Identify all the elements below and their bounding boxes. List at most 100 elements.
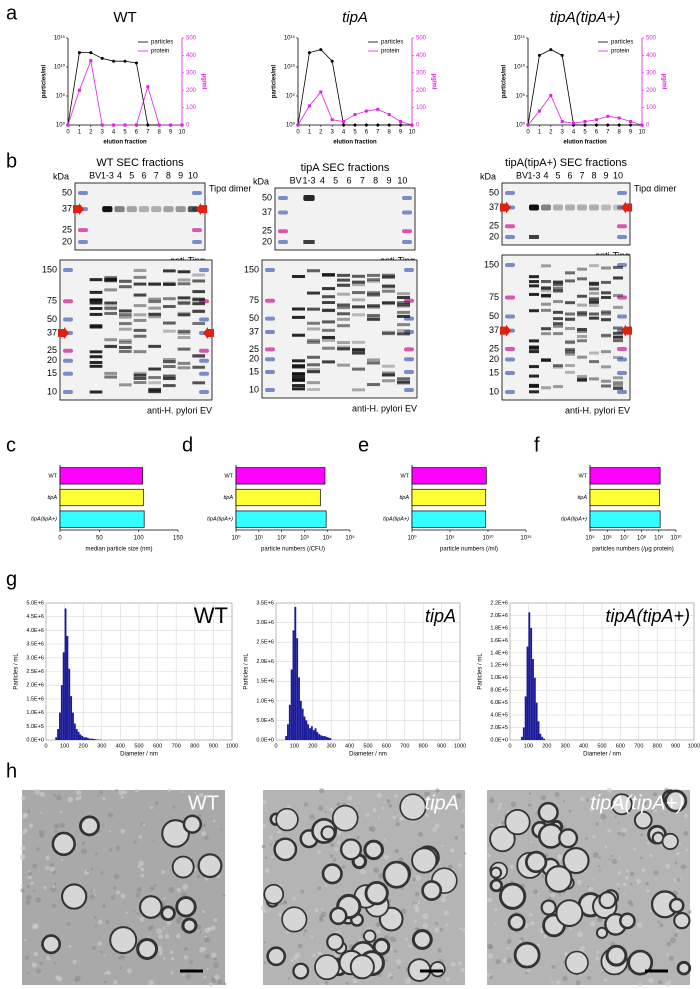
texture — [336, 840, 341, 845]
band — [292, 333, 305, 337]
band — [553, 317, 563, 321]
texture — [666, 953, 670, 957]
point — [594, 118, 598, 122]
marker-label: 25 — [489, 343, 499, 353]
band — [337, 283, 350, 287]
texture — [297, 943, 303, 949]
band — [148, 312, 161, 316]
texture — [74, 978, 78, 982]
band — [104, 311, 117, 315]
texture — [530, 840, 533, 844]
band — [337, 345, 350, 349]
vesicle — [382, 860, 411, 889]
band — [89, 355, 103, 359]
histogram-bar — [94, 739, 97, 740]
y2-tick-label: 300 — [646, 70, 657, 76]
texture — [39, 811, 42, 814]
texture — [121, 795, 124, 799]
texture — [554, 792, 560, 798]
texture — [665, 863, 671, 869]
band — [613, 326, 623, 330]
texture — [161, 870, 166, 875]
band — [352, 283, 365, 287]
texture — [263, 961, 267, 964]
texture — [156, 928, 162, 934]
texture — [324, 810, 327, 814]
texture — [376, 792, 382, 798]
band — [89, 350, 103, 354]
y2-tick-label: 300 — [186, 70, 197, 76]
texture — [207, 926, 212, 932]
texture — [396, 958, 402, 965]
texture — [277, 829, 282, 834]
band — [397, 332, 410, 336]
band — [367, 304, 380, 308]
ladder-band — [505, 191, 515, 195]
x-tick-label: 2 — [549, 130, 553, 136]
vesicle — [197, 853, 223, 879]
texture — [454, 835, 459, 840]
marker-label: 20 — [62, 236, 72, 246]
texture — [36, 968, 42, 974]
y-tick-label: 10¹⁵ — [54, 35, 66, 42]
band — [397, 296, 410, 300]
band — [307, 355, 320, 359]
band — [89, 306, 103, 310]
band — [565, 301, 575, 305]
y-axis-label: Particles / mL — [14, 653, 20, 690]
texture — [53, 793, 57, 797]
texture — [68, 944, 72, 948]
point — [157, 123, 161, 127]
texture — [653, 792, 658, 797]
texture — [490, 823, 494, 827]
band — [397, 301, 410, 305]
band — [553, 324, 563, 328]
texture — [463, 828, 466, 831]
texture — [26, 884, 30, 889]
texture — [182, 973, 185, 977]
marker-label: 20 — [489, 354, 499, 364]
x-tick-label: 150 — [173, 536, 184, 542]
point — [617, 123, 621, 127]
y2-tick-label: 0 — [416, 123, 420, 129]
texture — [550, 892, 556, 898]
texture — [52, 885, 55, 889]
texture — [25, 894, 32, 901]
texture — [668, 979, 672, 983]
texture — [154, 801, 159, 805]
legend-label: particles — [381, 40, 403, 46]
vesicle — [61, 883, 88, 910]
vesicle — [263, 883, 285, 905]
vesicle — [266, 946, 287, 967]
band — [577, 334, 587, 338]
band — [541, 302, 551, 306]
texture — [102, 797, 106, 801]
histogram-bar — [81, 735, 84, 740]
marker-label: 25 — [47, 345, 57, 355]
band — [553, 332, 563, 336]
texture — [670, 937, 676, 944]
vesicle — [537, 801, 559, 823]
y-tick-label: 3.0E+6 — [256, 620, 274, 626]
texture — [223, 982, 227, 986]
texture — [603, 799, 606, 803]
band — [577, 267, 587, 271]
texture — [214, 957, 217, 961]
texture — [203, 975, 207, 979]
x-tick-label: 200 — [542, 743, 551, 749]
texture — [55, 794, 62, 801]
vesicle — [504, 809, 531, 836]
ladder-band — [199, 268, 209, 272]
plot-frame — [275, 602, 461, 741]
band — [322, 335, 335, 339]
band — [177, 366, 191, 370]
band — [292, 375, 305, 379]
band — [192, 297, 205, 301]
band — [104, 276, 117, 280]
band — [292, 315, 305, 319]
texture — [106, 970, 111, 975]
texture — [358, 818, 361, 821]
marker-label: 10 — [47, 386, 57, 396]
texture — [389, 976, 394, 980]
texture — [287, 977, 290, 980]
